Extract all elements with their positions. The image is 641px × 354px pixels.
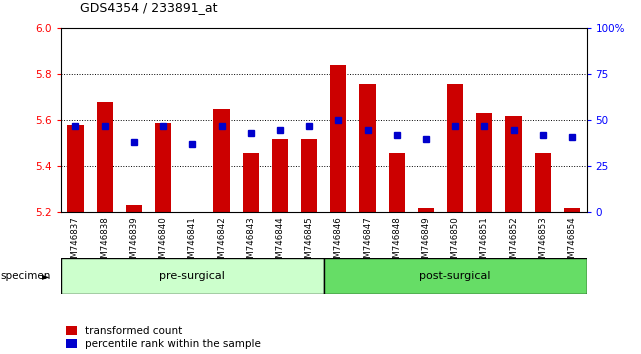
Text: GSM746841: GSM746841 xyxy=(188,216,197,269)
Bar xyxy=(418,208,434,212)
Bar xyxy=(272,139,288,212)
Bar xyxy=(126,206,142,212)
Bar xyxy=(564,208,580,212)
Text: GSM746849: GSM746849 xyxy=(421,216,430,269)
Bar xyxy=(447,84,463,212)
Text: GSM746848: GSM746848 xyxy=(392,216,401,269)
Bar xyxy=(476,114,492,212)
Text: GSM746842: GSM746842 xyxy=(217,216,226,269)
Text: GSM746852: GSM746852 xyxy=(509,216,518,269)
Text: GSM746844: GSM746844 xyxy=(276,216,285,269)
Text: ►: ► xyxy=(42,271,49,281)
Bar xyxy=(324,258,587,294)
Bar xyxy=(213,109,229,212)
Text: pre-surgical: pre-surgical xyxy=(160,271,225,281)
Text: GSM746851: GSM746851 xyxy=(480,216,489,269)
Bar xyxy=(155,123,171,212)
Text: GSM746846: GSM746846 xyxy=(334,216,343,269)
Bar xyxy=(535,153,551,212)
Bar xyxy=(243,153,259,212)
Text: GSM746853: GSM746853 xyxy=(538,216,547,269)
Bar xyxy=(506,116,522,212)
Text: GSM746838: GSM746838 xyxy=(100,216,109,269)
Text: specimen: specimen xyxy=(1,271,51,281)
Text: GSM746854: GSM746854 xyxy=(567,216,576,269)
Legend: transformed count, percentile rank within the sample: transformed count, percentile rank withi… xyxy=(66,326,261,349)
Text: GSM746850: GSM746850 xyxy=(451,216,460,269)
Text: GSM746845: GSM746845 xyxy=(304,216,313,269)
Bar xyxy=(61,258,324,294)
Bar xyxy=(360,84,376,212)
Text: GSM746837: GSM746837 xyxy=(71,216,80,269)
Bar xyxy=(67,125,83,212)
Text: GSM746839: GSM746839 xyxy=(129,216,138,269)
Bar xyxy=(301,139,317,212)
Text: GDS4354 / 233891_at: GDS4354 / 233891_at xyxy=(80,1,218,14)
Text: GSM746847: GSM746847 xyxy=(363,216,372,269)
Text: GSM746843: GSM746843 xyxy=(246,216,255,269)
Bar xyxy=(97,102,113,212)
Bar xyxy=(388,153,404,212)
Text: post-surgical: post-surgical xyxy=(419,271,491,281)
Bar xyxy=(330,65,346,212)
Text: GSM746840: GSM746840 xyxy=(158,216,167,269)
